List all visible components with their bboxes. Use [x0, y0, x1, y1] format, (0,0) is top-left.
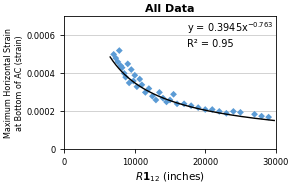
Point	[129, 68, 134, 71]
Text: R² = 0.95: R² = 0.95	[187, 39, 234, 49]
Point	[122, 72, 127, 75]
Point	[210, 108, 214, 111]
Point	[224, 112, 229, 115]
Point	[120, 66, 125, 69]
X-axis label: $\mathbf{\mathit{R}}$$\mathbf{1}_{12}$ (inches): $\mathbf{\mathit{R}}$$\mathbf{1}_{12}$ (…	[135, 170, 205, 184]
Text: y = 0.3945x$^{-0.763}$: y = 0.3945x$^{-0.763}$	[187, 20, 273, 36]
Point	[150, 95, 155, 98]
Point	[203, 108, 207, 111]
Point	[164, 100, 169, 103]
Point	[266, 116, 271, 119]
Point	[171, 93, 176, 96]
Point	[238, 111, 243, 114]
Point	[231, 110, 236, 113]
Point	[123, 76, 128, 79]
Point	[161, 97, 165, 100]
Point	[115, 61, 120, 64]
Point	[146, 87, 151, 90]
Point	[139, 83, 144, 86]
Point	[125, 62, 130, 65]
Point	[196, 106, 200, 109]
Point	[132, 74, 137, 77]
Point	[127, 81, 132, 84]
Point	[154, 99, 158, 102]
Point	[168, 99, 172, 102]
Point	[134, 85, 139, 88]
Point	[143, 91, 148, 94]
Y-axis label: Maximum Horizontal Strain
at Bottom of AC (strain): Maximum Horizontal Strain at Bottom of A…	[4, 28, 23, 138]
Point	[111, 53, 116, 56]
Point	[131, 80, 136, 83]
Point	[175, 102, 179, 105]
Point	[137, 78, 142, 81]
Point	[117, 49, 122, 52]
Point	[113, 57, 118, 60]
Point	[182, 102, 186, 105]
Point	[118, 64, 123, 67]
Point	[189, 104, 193, 107]
Point	[252, 113, 257, 116]
Point	[157, 91, 162, 94]
Title: All Data: All Data	[145, 4, 195, 14]
Point	[259, 115, 264, 118]
Point	[217, 110, 222, 113]
